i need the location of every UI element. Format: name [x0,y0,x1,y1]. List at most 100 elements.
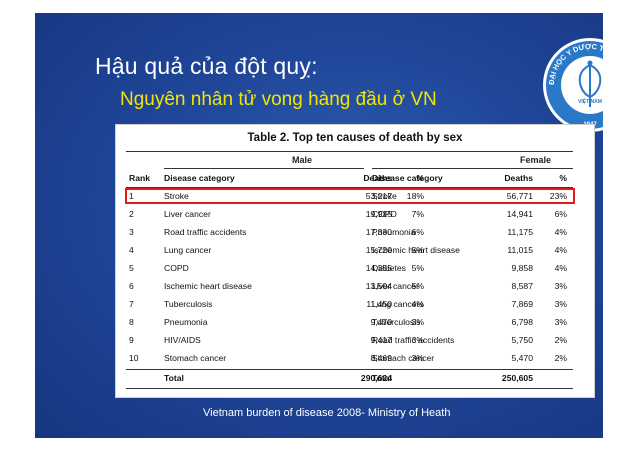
cell-rank: 1 [129,191,134,201]
group-rule-male [164,168,364,169]
cell-female-pct: 6% [554,209,567,219]
cell-female-deaths: 11,015 [507,245,533,255]
table-row: 6 Ischemic heart disease 13,504 5% Liver can… [126,278,573,295]
cell-female-category: Stroke [372,191,397,201]
cell-female-pct: 23% [549,191,567,201]
cell-male-category: Tuberculosis [164,299,213,309]
cell-female-deaths: 8,587 [511,281,533,291]
cell-male-pct: 6% [411,227,424,237]
source-note: Vietnam burden of disease 2008- Ministry… [203,407,451,419]
table-row: 3 Road traffic accidents 17,330 6% Pneumonia… [126,224,573,241]
cell-male-pct: 7% [411,209,424,219]
cell-male-pct: 3% [411,353,424,363]
cell-male-category: Road traffic accidents [164,227,247,237]
cell-female-deaths: 11,175 [507,227,533,237]
cell-rank: 8 [129,317,134,327]
slide-title: Hậu quả của đột quỵ: [95,53,318,79]
group-header-male: Male [292,155,313,165]
table-rule-total [126,369,573,370]
cell-female-category: Lung cancers [372,299,424,309]
cell-male-pct: 18% [406,191,424,201]
cell-male-deaths: 13,504 [365,281,392,291]
total-label-female: Total [372,373,392,383]
total-deaths-female: 250,605 [501,373,533,383]
group-rule-female [372,168,573,169]
cell-rank: 2 [129,209,134,219]
header-rank: Rank [129,173,151,183]
cell-male-category: Lung cancer [164,245,212,255]
table-row: 8 Pneumonia 9,470 3% Tuberculosis 6,798 3% [126,314,573,331]
cell-male-deaths: 9,470 [370,317,392,327]
cell-rank: 7 [129,299,134,309]
cell-female-pct: 2% [554,335,567,345]
cell-female-pct: 2% [554,353,567,363]
cell-male-pct: 4% [411,299,424,309]
cell-female-category: Stomach cancer [372,353,435,363]
cell-female-category: COPD [372,209,397,219]
cell-female-category: Liver cancer [372,281,419,291]
total-deaths-male: 290,624 [360,373,392,383]
cell-female-deaths: 56,771 [506,191,533,201]
cell-male-pct: 5% [411,281,424,291]
table-rule-bottom [126,388,573,389]
total-row: Total 290,624 Total 250,605 [126,370,573,387]
cell-male-deaths: 9,417 [370,335,392,345]
cell-female-deaths: 6,798 [511,317,533,327]
cell-female-pct: 3% [554,299,567,309]
header-deaths-female: Deaths [504,173,533,183]
cell-rank: 4 [129,245,134,255]
table-rule-top [126,151,573,152]
table-row: 7 Tuberculosis 11,450 4% Lung cancers 7,869 3% [126,296,573,313]
logo-country: VIỆT NAM [578,97,602,105]
cell-female-category: Tuberculosis [372,317,421,327]
cell-male-category: HIV/AIDS [164,335,201,345]
table-rule-header [126,187,573,188]
table-row: 10 Stomach cancer 8,469 3% Stomach cancer 5,4… [126,350,573,367]
cell-male-deaths: 53,217 [365,191,392,201]
cell-rank: 3 [129,227,134,237]
cell-female-pct: 3% [554,281,567,291]
stroke-row-highlight [125,188,575,204]
cell-female-deaths: 7,869 [511,299,533,309]
header-category-male: Disease category [164,173,235,183]
cell-rank: 5 [129,263,134,273]
cell-female-deaths: 14,941 [506,209,533,219]
table-row: 5 COPD 14,355 5% Diabetes 9,858 4% [126,260,573,277]
cell-female-category: Diabetes [372,263,406,273]
cell-male-deaths: 19,915 [365,209,392,219]
cell-male-deaths: 15,720 [365,245,392,255]
header-category-female: Disease category [372,173,443,183]
group-header-female: Female [520,155,552,165]
table-row: 9 HIV/AIDS 9,417 3% Road traffic accidents 5,… [126,332,573,349]
cell-rank: 10 [129,353,139,363]
university-logo: ĐẠI HỌC Y DƯỢC THÀNH PHỐ HỒ CHÍ MINH VIỆ… [537,25,603,133]
cell-female-pct: 4% [554,227,567,237]
total-label-male: Total [164,373,184,383]
header-deaths-male: Deaths [363,173,392,183]
slide: Hậu quả của đột quỵ: Nguyên nhân tử vong… [35,13,603,438]
cell-female-pct: 4% [554,245,567,255]
cell-male-pct: 3% [411,317,424,327]
cell-female-deaths: 5,470 [511,353,533,363]
cell-male-deaths: 8,469 [370,353,392,363]
table-title: Table 2. Top ten causes of death by sex [247,132,463,144]
header-pct-male: % [416,173,424,183]
table-row: 4 Lung cancer 15,720 5% Ischemic heart disea… [126,242,573,259]
cell-male-category: Stroke [164,191,189,201]
cell-female-category: Road traffic accidents [372,335,455,345]
cell-male-category: Liver cancer [164,209,211,219]
cell-male-deaths: 11,450 [366,299,392,309]
cell-female-pct: 4% [554,263,567,273]
cell-male-pct: 3% [411,335,424,345]
table-row: 2 Liver cancer 19,915 7% COPD 14,941 6% [126,206,573,223]
cell-male-category: Ischemic heart disease [164,281,252,291]
cell-male-pct: 5% [411,263,424,273]
death-causes-table: Table 2. Top ten causes of death by sex … [115,124,595,398]
cell-rank: 6 [129,281,134,291]
cell-female-deaths: 9,858 [511,263,533,273]
cell-male-deaths: 17,330 [365,227,392,237]
table-row: 1 Stroke 53,217 18% Stroke 56,771 23% [126,188,573,205]
cell-female-pct: 3% [554,317,567,327]
cell-male-category: Pneumonia [164,317,208,327]
cell-male-category: COPD [164,263,189,273]
